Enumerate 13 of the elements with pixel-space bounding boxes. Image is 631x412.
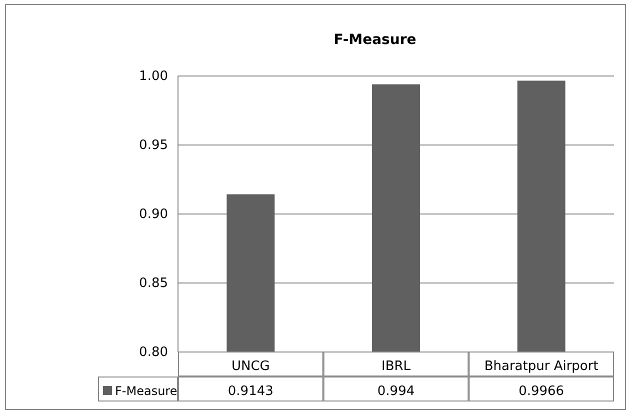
data-label: 0.9143 — [228, 384, 274, 399]
y-tick-label: 0.90 — [139, 207, 168, 222]
x-tick-label: Bharatpur Airport — [484, 359, 598, 374]
x-tick-label: UNCG — [231, 359, 270, 374]
x-tick-label: IBRL — [381, 359, 412, 374]
chart-title: F-Measure — [334, 32, 416, 48]
y-tick-label: 0.80 — [139, 345, 168, 360]
y-tick-label: 0.95 — [139, 138, 168, 154]
data-label: 0.994 — [377, 384, 415, 399]
y-tick-label: 1.00 — [139, 69, 168, 84]
y-tick-label: 0.85 — [139, 276, 168, 292]
legend-label: F-Measure — [115, 384, 178, 398]
data-label: 0.9966 — [518, 384, 564, 399]
